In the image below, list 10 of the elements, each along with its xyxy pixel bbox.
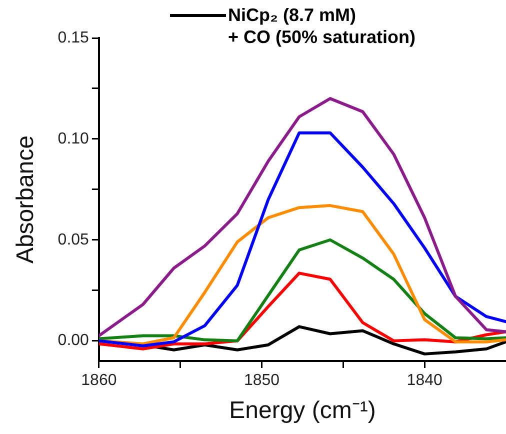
x-tick-label: 1850 bbox=[244, 372, 280, 390]
legend-label: NiCp₂ (8.7 mM) + CO (50% saturation) bbox=[228, 4, 416, 48]
y-tick-label: 0.05 bbox=[58, 231, 90, 248]
x-tick-label: 1860 bbox=[81, 372, 117, 390]
y-tick-label: 0.15 bbox=[58, 29, 90, 46]
x-tick-label: 1840 bbox=[406, 372, 442, 390]
y-tick-label: 0.00 bbox=[58, 332, 90, 350]
y-axis-title: Absorbance bbox=[12, 135, 40, 264]
y-tick-label: 0.10 bbox=[58, 130, 90, 148]
x-axis-title: Energy (cm⁻¹) bbox=[229, 397, 376, 424]
